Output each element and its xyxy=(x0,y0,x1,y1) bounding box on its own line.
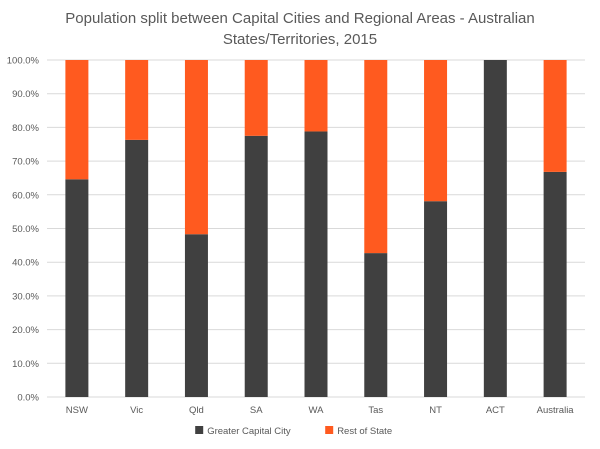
y-tick-label: 0.0% xyxy=(17,393,39,404)
y-tick-label: 40.0% xyxy=(12,258,39,269)
y-tick-label: 90.0% xyxy=(12,89,39,100)
x-tick-label: Australia xyxy=(537,405,575,416)
bar-rest-of-state xyxy=(244,60,268,136)
y-tick-label: 70.0% xyxy=(12,157,39,168)
legend-swatch xyxy=(195,426,204,434)
y-tick-label: 20.0% xyxy=(12,325,39,336)
bar-rest-of-state xyxy=(65,60,89,180)
y-tick-label: 50.0% xyxy=(12,224,39,235)
legend-swatch xyxy=(325,426,334,434)
bar-capital-city xyxy=(483,60,507,397)
x-tick-label: NT xyxy=(429,405,442,416)
bar-rest-of-state xyxy=(304,60,328,132)
bar-capital-city xyxy=(424,201,448,397)
chart-title-line-2: States/Territories, 2015 xyxy=(222,31,378,48)
y-tick-label: 80.0% xyxy=(12,123,39,134)
bar-capital-city xyxy=(304,131,328,397)
x-tick-label: SA xyxy=(250,405,263,416)
bar-capital-city xyxy=(184,234,208,397)
y-tick-label: 100.0% xyxy=(7,56,40,67)
y-tick-label: 10.0% xyxy=(12,359,39,370)
chart-title-line-1: Population split between Capital Cities … xyxy=(65,10,535,27)
bar-rest-of-state xyxy=(543,60,567,172)
x-tick-label: NSW xyxy=(66,405,88,416)
x-tick-label: Vic xyxy=(130,405,143,416)
bar-rest-of-state xyxy=(424,60,448,202)
legend-label: Greater Capital City xyxy=(207,426,291,437)
bar-capital-city xyxy=(65,179,89,397)
bar-capital-city xyxy=(543,171,567,397)
bar-rest-of-state xyxy=(364,60,388,254)
legend-label: Rest of State xyxy=(337,426,392,437)
bar-capital-city xyxy=(364,253,388,397)
bar-capital-city xyxy=(125,139,149,397)
bar-rest-of-state xyxy=(125,60,149,140)
y-tick-label: 30.0% xyxy=(12,291,39,302)
x-tick-label: Qld xyxy=(189,405,204,416)
bar-rest-of-state xyxy=(184,60,208,235)
x-tick-label: Tas xyxy=(368,405,383,416)
y-tick-label: 60.0% xyxy=(12,190,39,201)
x-tick-label: ACT xyxy=(486,405,505,416)
bar-capital-city xyxy=(244,135,268,397)
x-tick-label: WA xyxy=(309,405,325,416)
